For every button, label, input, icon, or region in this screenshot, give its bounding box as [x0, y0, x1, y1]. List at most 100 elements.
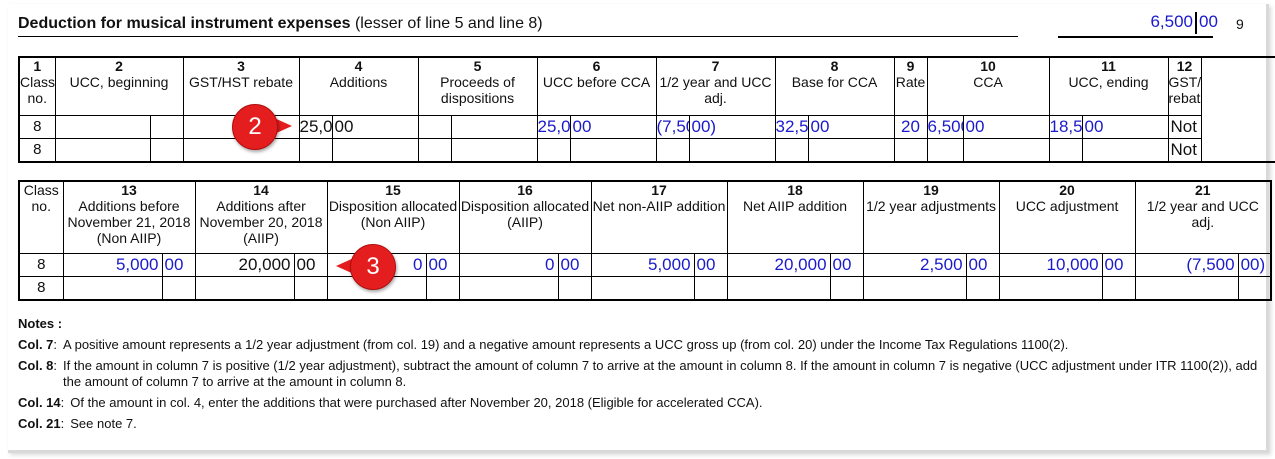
- ucc-ending-cents: 00: [1081, 114, 1169, 139]
- net-aiip-value: [726, 275, 831, 300]
- proceeds-cents[interactable]: [450, 137, 538, 162]
- disposition-aiip-cents: 00: [557, 252, 592, 277]
- additions-cents[interactable]: 00: [331, 114, 419, 139]
- net-non-aiip-cents: [693, 275, 728, 300]
- col-header-17: 17 Net non-AIIP addition: [590, 180, 728, 254]
- note-text: Of the amount in col. 4, enter the addit…: [70, 395, 763, 410]
- proceeds-field[interactable]: [417, 114, 452, 139]
- half-year-adjustments-cents: 00: [965, 252, 1000, 277]
- half-year-adjustments-value: [862, 275, 967, 300]
- col-header-4: 4 Additions: [298, 56, 419, 116]
- ucc-before-cca-value: [536, 137, 571, 162]
- col-header-20: 20 UCC adjustment: [998, 180, 1136, 254]
- note-text: A positive amount represents a 1/2 year …: [63, 337, 1069, 352]
- form-page: Deduction for musical instrument expense…: [8, 4, 1275, 453]
- half-year-adj-value: (7,500: [655, 114, 690, 139]
- col-header-6: 6 UCC before CCA: [536, 56, 657, 116]
- cca-cents: 00: [962, 114, 1050, 139]
- rebate-select[interactable]: Not eligible: [1167, 114, 1202, 139]
- class-cell: 8: [18, 275, 64, 300]
- col-header-18: 18 Net AIIP addition: [726, 180, 864, 254]
- note-label: Col. 14: [18, 395, 61, 410]
- additions-after-cents[interactable]: [293, 275, 328, 300]
- ucc-beginning-field[interactable]: [54, 137, 151, 162]
- cca-cents: [962, 137, 1050, 162]
- disposition-aiip-value: 0: [458, 252, 559, 277]
- notes-section: Notes : Col. 7: A positive amount repres…: [18, 316, 1258, 437]
- half-year-ucc-adj-cents: 00): [1237, 252, 1272, 277]
- base-for-cca-value: 32,500: [774, 114, 809, 139]
- half-year-adj-cents: [688, 137, 776, 162]
- note-label: Col. 8: [18, 358, 54, 373]
- net-non-aiip-value: 5,000: [590, 252, 695, 277]
- cca-value: [926, 137, 964, 162]
- half-year-adjustments-cents: [965, 275, 1000, 300]
- col-header-1: 1 Class no.: [18, 56, 56, 116]
- additions-cents[interactable]: [331, 137, 419, 162]
- table-row: 8: [18, 275, 1272, 300]
- net-non-aiip-cents: 00: [693, 252, 728, 277]
- note-item: Col. 7: A positive amount represents a 1…: [18, 337, 1069, 352]
- net-aiip-cents: [829, 275, 864, 300]
- additions-field[interactable]: [298, 137, 333, 162]
- callout-badge: 3: [350, 244, 396, 290]
- class-cell: 8: [18, 252, 64, 277]
- aiip-table-header: Class no. 13 Additions before November 21…: [18, 180, 1272, 254]
- callout-badge: 2: [232, 104, 278, 150]
- ucc-ending-cents: [1081, 137, 1169, 162]
- table-row: 8 Not eligible: [18, 137, 1275, 162]
- disposition-non-aiip-cents: 00: [425, 252, 460, 277]
- ucc-adjustment-cents: 00: [1101, 252, 1136, 277]
- half-year-adj-cents: 00): [688, 114, 776, 139]
- class-cell: 8: [18, 137, 56, 162]
- col-header-7: 7 1/2 year and UCC adj.: [655, 56, 776, 116]
- proceeds-field[interactable]: [417, 137, 452, 162]
- base-for-cca-cents: [807, 137, 895, 162]
- note-label: Col. 7: [18, 337, 54, 352]
- net-aiip-value: 20,000: [726, 252, 831, 277]
- ucc-adjustment-value: [998, 275, 1103, 300]
- rate-value: 20: [893, 114, 928, 139]
- ucc-beginning-field[interactable]: [54, 114, 151, 139]
- ucc-before-cca-value: 25,000: [536, 114, 571, 139]
- section-title-bold: Deduction for musical instrument expense…: [18, 15, 351, 32]
- section-title: Deduction for musical instrument expense…: [18, 14, 1018, 37]
- col-header-9: 9 Rate: [893, 56, 928, 116]
- additions-after-field[interactable]: [194, 275, 295, 300]
- half-year-adjustments-value: 2,500: [862, 252, 967, 277]
- additions-after-cents[interactable]: 00: [293, 252, 328, 277]
- net-aiip-cents: 00: [829, 252, 864, 277]
- col-header-8: 8 Base for CCA: [774, 56, 895, 116]
- line-number: 9: [1236, 16, 1244, 32]
- callout-3: 3: [336, 244, 396, 290]
- class-cell: 8: [18, 114, 56, 139]
- cca-table: 1 Class no. 2 UCC, beginning 3 GST/HST reba…: [18, 56, 1275, 163]
- ucc-beginning-cents[interactable]: [149, 114, 184, 139]
- half-year-ucc-adj-cents: [1237, 275, 1272, 300]
- notes-heading: Notes :: [18, 316, 63, 331]
- additions-after-field[interactable]: 20,000: [194, 252, 295, 277]
- disposition-aiip-value: [458, 275, 559, 300]
- ucc-beginning-cents[interactable]: [149, 137, 184, 162]
- col-header-5: 5 Proceeds of dispositions: [417, 56, 538, 116]
- cca-value: 6,500: [926, 114, 964, 139]
- aiip-table: Class no. 13 Additions before November 21…: [18, 180, 1273, 301]
- col-header-11: 11 UCC, ending: [1048, 56, 1169, 116]
- col-header-class: Class no.: [18, 180, 64, 254]
- proceeds-cents[interactable]: [450, 114, 538, 139]
- note-item: Col. 8: If the amount in column 7 is pos…: [18, 358, 1258, 389]
- section-title-rest: (lesser of line 5 and line 8): [350, 15, 543, 32]
- additions-before-cents: [161, 275, 196, 300]
- rebate-select[interactable]: Not eligible: [1167, 137, 1202, 162]
- col-header-10: 10 CCA: [926, 56, 1050, 116]
- total-deduction-cents: 00: [1195, 12, 1218, 34]
- ucc-ending-value: 18,500: [1048, 114, 1083, 139]
- additions-field[interactable]: 25,000: [298, 114, 333, 139]
- base-for-cca-cents: 00: [807, 114, 895, 139]
- col-header-3: 3 GST/HST rebate: [182, 56, 300, 116]
- note-text: If the amount in column 7 is positive (1…: [63, 358, 1258, 389]
- total-deduction-field[interactable]: 6,500 00: [1058, 10, 1218, 38]
- half-year-ucc-adj-value: (7,500: [1134, 252, 1239, 277]
- col-header-15: 15 Disposition allocated (Non AIIP): [326, 180, 460, 254]
